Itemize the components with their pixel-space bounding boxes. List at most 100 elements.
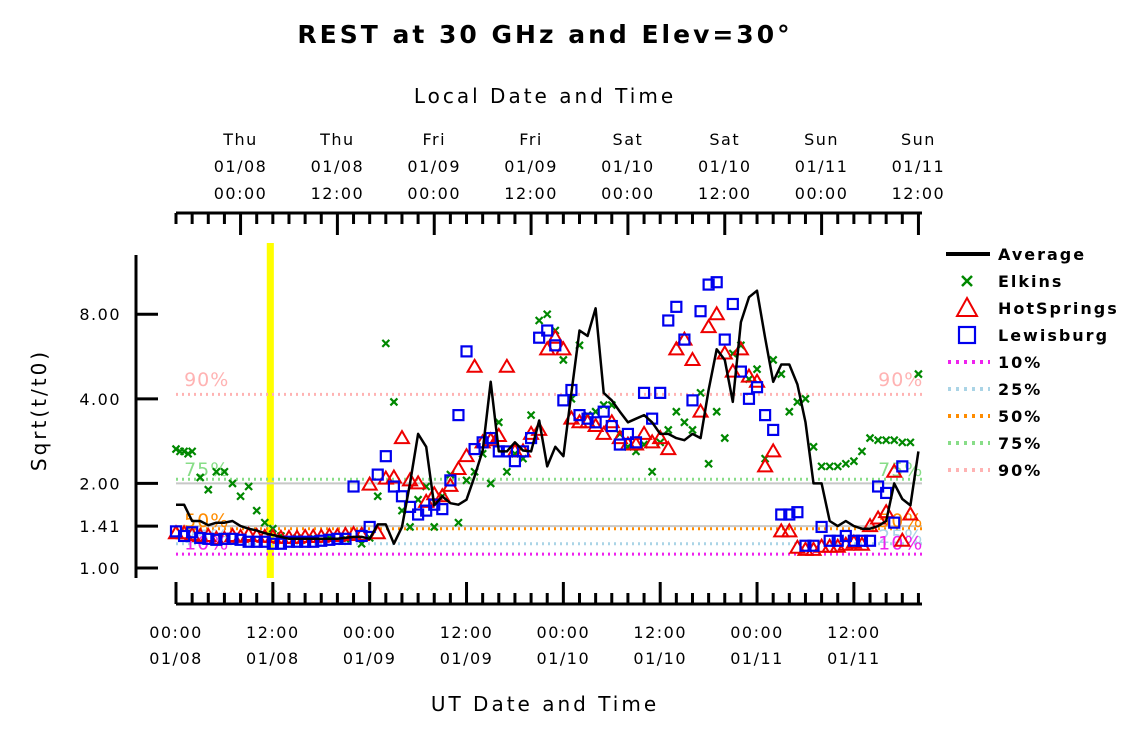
lewisburg-point	[718, 333, 731, 346]
lewisburg-point	[589, 416, 602, 429]
lewisburg-point	[412, 508, 425, 521]
hotsprings-point	[554, 340, 573, 356]
elkins-point	[672, 407, 681, 416]
elkins-point	[405, 522, 415, 532]
percentile-label: 90%	[878, 369, 923, 391]
x-tick-label: 01/11	[827, 649, 881, 668]
highlight-band	[266, 243, 274, 578]
hotsprings-point	[409, 474, 427, 490]
lewisburg-point	[573, 409, 586, 422]
elkins-point	[833, 462, 843, 471]
elkins-point	[873, 435, 883, 445]
elkins-point	[898, 438, 907, 447]
hotsprings-point	[748, 372, 766, 388]
lewisburg-point	[888, 516, 901, 529]
top-tick-label: 00:00	[601, 184, 655, 203]
top-tick-label: Thu	[222, 130, 258, 149]
hotsprings-point	[627, 435, 645, 451]
hotsprings-point	[764, 442, 782, 458]
lewisburg-point	[678, 333, 691, 346]
top-tick-label: Sat	[613, 130, 644, 149]
top-tick-label: 01/08	[214, 157, 268, 176]
x-tick-label: 01/10	[537, 649, 591, 668]
hotsprings-point	[683, 350, 702, 366]
elkins-point	[841, 459, 851, 469]
lewisburg-point	[637, 386, 651, 399]
y-tick-label: 1.41	[79, 517, 121, 536]
y-tick-label: 8.00	[79, 305, 121, 324]
elkins-point	[204, 485, 213, 494]
y-tick-label: 1.00	[79, 559, 121, 578]
top-axis-title: Local Date and Time	[414, 84, 676, 108]
percentile-label: 75%	[184, 459, 229, 481]
elkins-point	[809, 442, 818, 452]
elkins-point	[179, 447, 189, 456]
x-tick-label: 00:00	[537, 623, 591, 642]
top-tick-label: 00:00	[214, 184, 268, 203]
lewisburg-point	[508, 455, 522, 468]
hotsprings-point	[643, 433, 661, 449]
top-tick-label: Sun	[804, 130, 839, 149]
elkins-point	[865, 433, 875, 443]
elkins-point	[663, 425, 673, 435]
reference-lines-layer	[176, 482, 922, 528]
lewisburg-point	[194, 531, 207, 544]
y-axis-title: Sqrt(t/t0)	[27, 349, 51, 471]
legend-label: Lewisburg	[998, 326, 1109, 345]
top-tick-label: 01/09	[407, 157, 461, 176]
lewisburg-point	[863, 534, 877, 547]
legend-label: Elkins	[998, 272, 1063, 291]
lewisburg-point	[726, 297, 739, 311]
hotsprings-point	[393, 429, 411, 445]
elkins-point	[244, 482, 253, 491]
x-tick-label: 12:00	[827, 623, 881, 642]
hotsprings-point	[780, 522, 799, 538]
x-tick-label: 00:00	[730, 623, 784, 642]
hotsprings-point	[360, 475, 379, 491]
top-tick-label: 01/08	[311, 157, 365, 176]
lewisburg-series	[169, 276, 909, 552]
lewisburg-point	[629, 436, 643, 449]
lewisburg-point	[387, 480, 400, 493]
hotsprings-point	[651, 429, 669, 445]
elkins-point	[559, 355, 568, 365]
lewisburg-point	[549, 339, 562, 352]
top-tick-label: 12:00	[892, 184, 946, 203]
x-tick-label: 01/11	[730, 649, 784, 668]
elkins-point	[526, 410, 536, 420]
lewisburg-point	[234, 533, 247, 546]
elkins-point	[195, 473, 205, 482]
lewisburg-point	[710, 276, 723, 289]
elkins-point	[849, 456, 859, 466]
top-tick-label: 12:00	[504, 184, 558, 203]
elkins-point	[389, 397, 399, 407]
lewisburg-point	[694, 305, 707, 318]
elkins-point	[236, 491, 245, 501]
legend-label: Average	[998, 245, 1086, 264]
top-tick-label: 12:00	[698, 184, 752, 203]
lewisburg-point	[444, 474, 457, 487]
hotsprings-point	[635, 424, 653, 440]
percentile-lines-layer	[176, 392, 922, 556]
average-line	[176, 289, 920, 545]
x-tick-label: 00:00	[343, 623, 397, 642]
lewisburg-point	[670, 300, 683, 313]
top-tick-label: Sun	[901, 130, 936, 149]
elkins-point	[252, 506, 261, 515]
top-tick-label: 01/10	[601, 157, 655, 176]
legend-label: 75%	[998, 434, 1042, 453]
lewisburg-point	[775, 508, 788, 521]
y-tick-label: 4.00	[79, 390, 121, 409]
elkins-point	[712, 407, 721, 416]
elkins-point	[183, 449, 193, 459]
top-tick-label: 00:00	[795, 184, 849, 203]
elkins-point	[171, 444, 181, 454]
lewisburg-point	[847, 534, 860, 547]
legend-label: HotSprings	[998, 299, 1119, 318]
lewisburg-point	[750, 381, 764, 394]
lewisburg-point	[484, 431, 497, 445]
elkins-point	[720, 433, 730, 443]
elkins-point	[704, 459, 713, 469]
lewisburg-point	[823, 534, 836, 547]
